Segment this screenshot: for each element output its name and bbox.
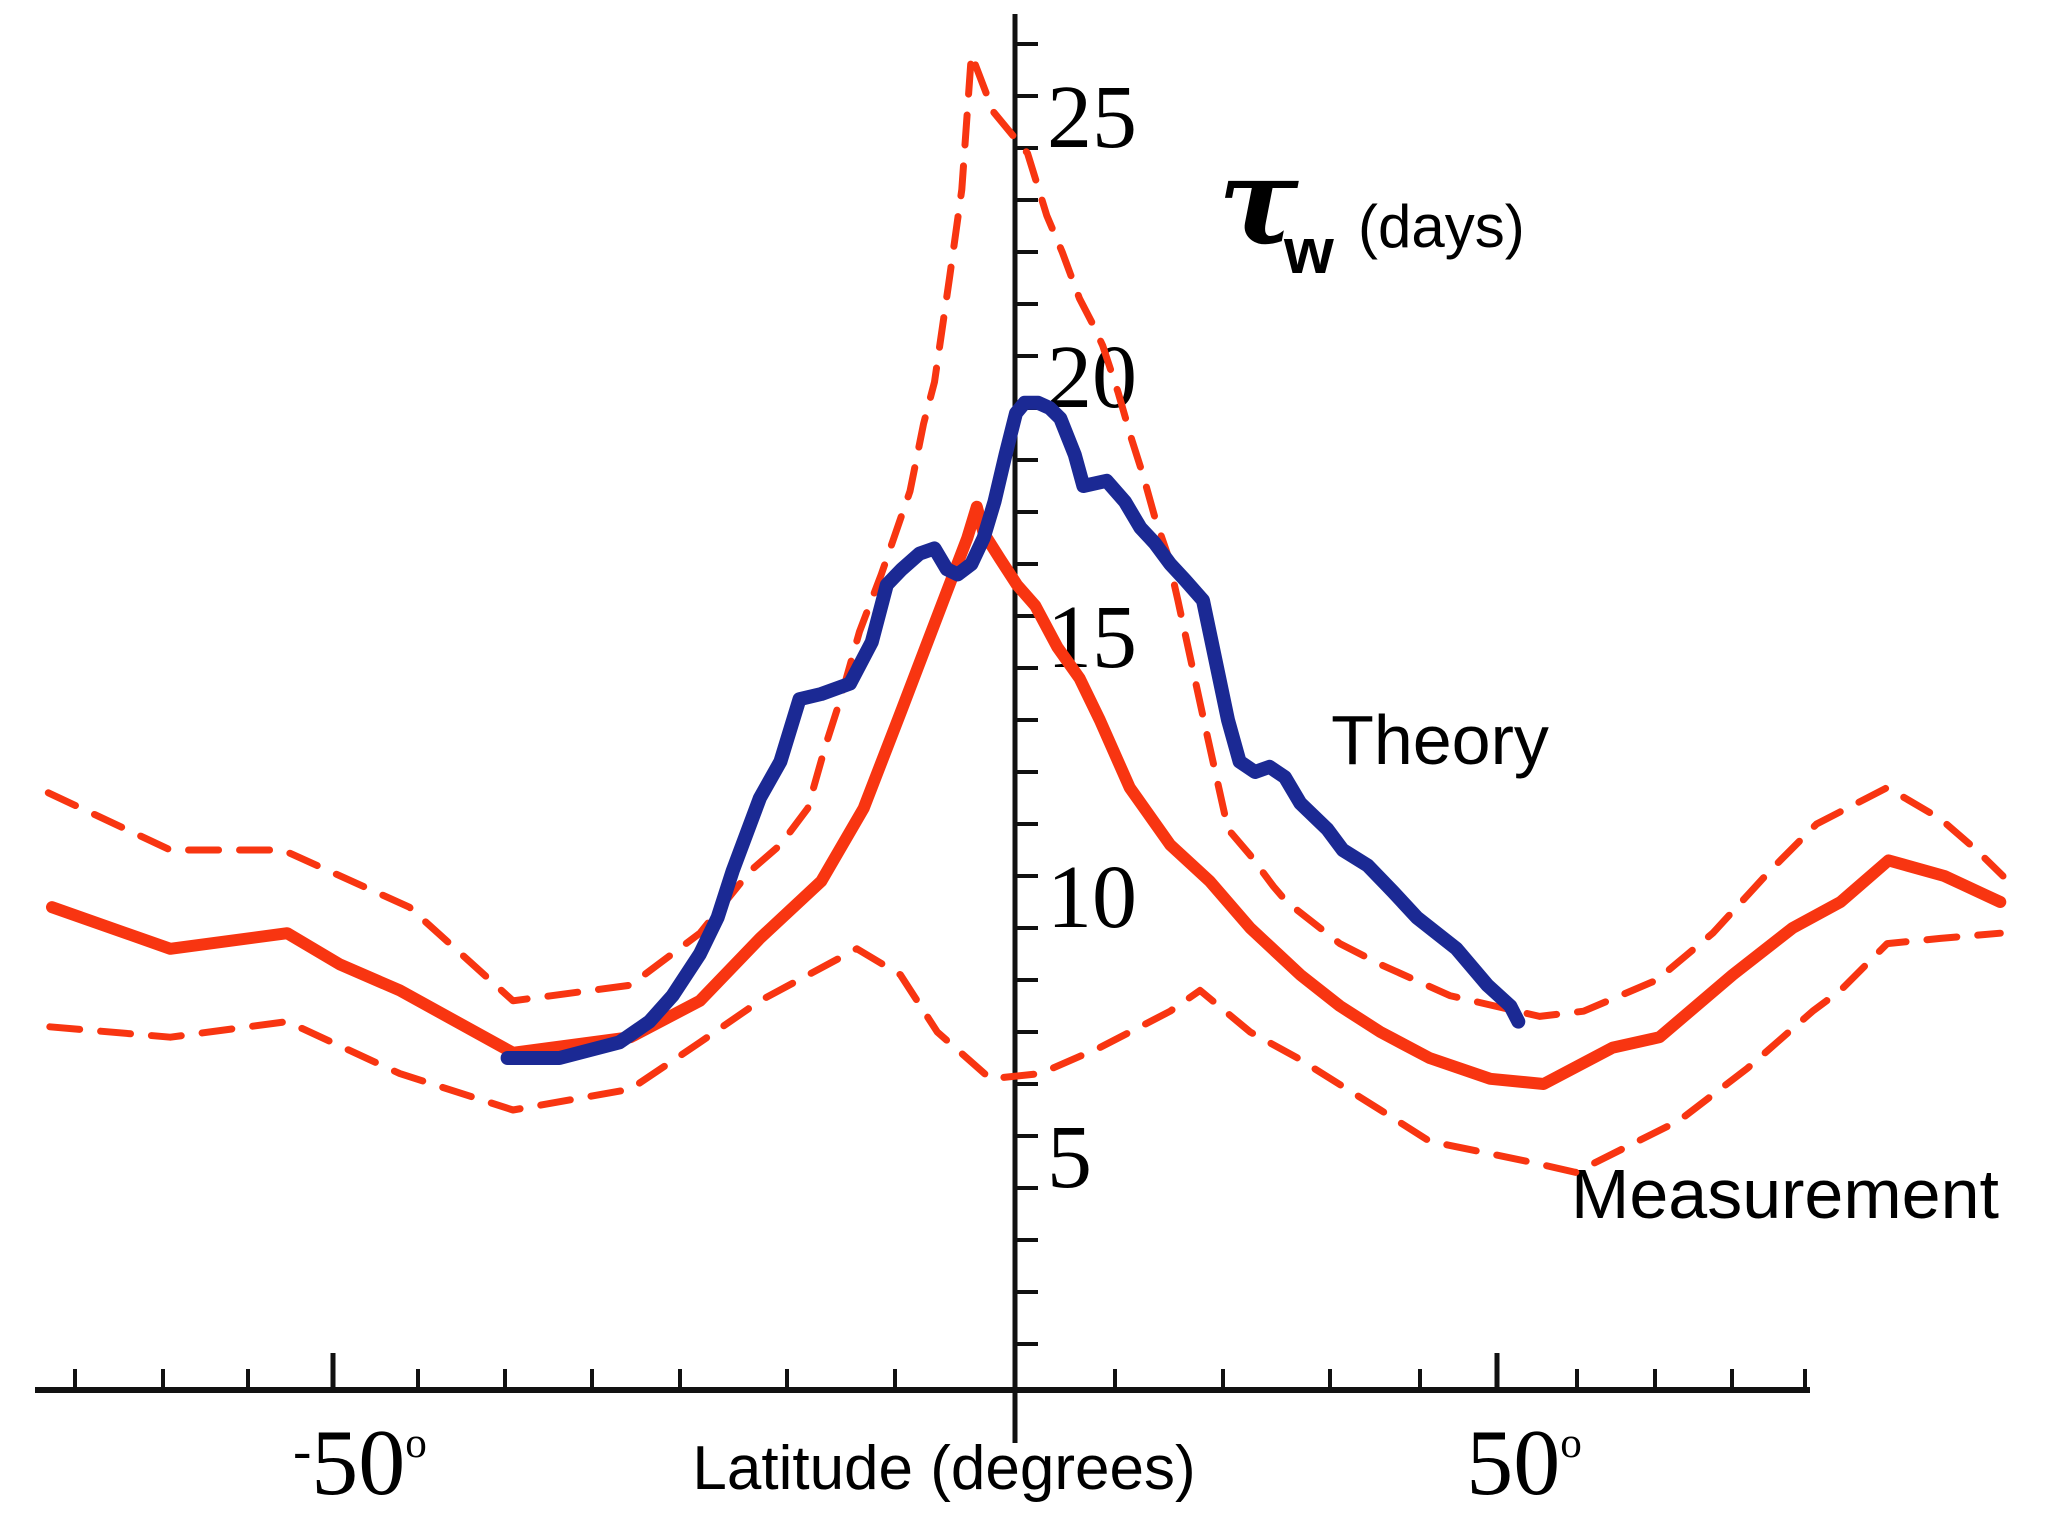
series-measurement_lower_error — [46, 929, 2004, 1176]
y-tick-label-15: 15 — [1047, 588, 1137, 687]
series-theory — [500, 395, 1526, 1065]
y-tick-label-5: 5 — [1047, 1108, 1092, 1207]
y-tick-label-10: 10 — [1047, 848, 1137, 947]
y-tick-label-25: 25 — [1047, 68, 1137, 167]
tau-subscript: w — [1284, 215, 1334, 287]
x-tick-label-50: 50o — [1466, 1411, 1582, 1515]
series-measurement — [46, 500, 2007, 1090]
legend-measurement: Measurement — [1571, 1155, 1999, 1233]
series-measurement_upper_error — [44, 50, 2007, 1020]
x-tick-label--50: -50o — [293, 1411, 427, 1515]
x-axis-title: Latitude (degrees) — [692, 1434, 1196, 1503]
legend-theory: Theory — [1331, 701, 1549, 779]
tau-symbol: τ — [1218, 131, 1299, 272]
tau-units: (days) — [1358, 193, 1525, 260]
y-axis-title: τ w (days) — [1218, 142, 1658, 322]
